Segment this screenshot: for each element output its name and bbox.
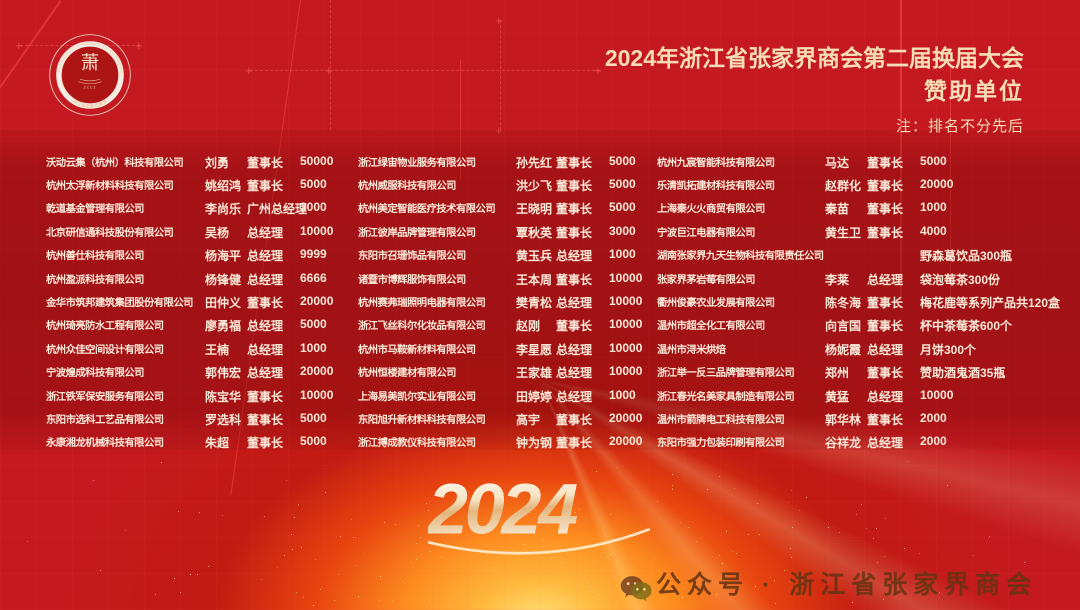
svg-text:2024: 2024 xyxy=(428,469,577,549)
